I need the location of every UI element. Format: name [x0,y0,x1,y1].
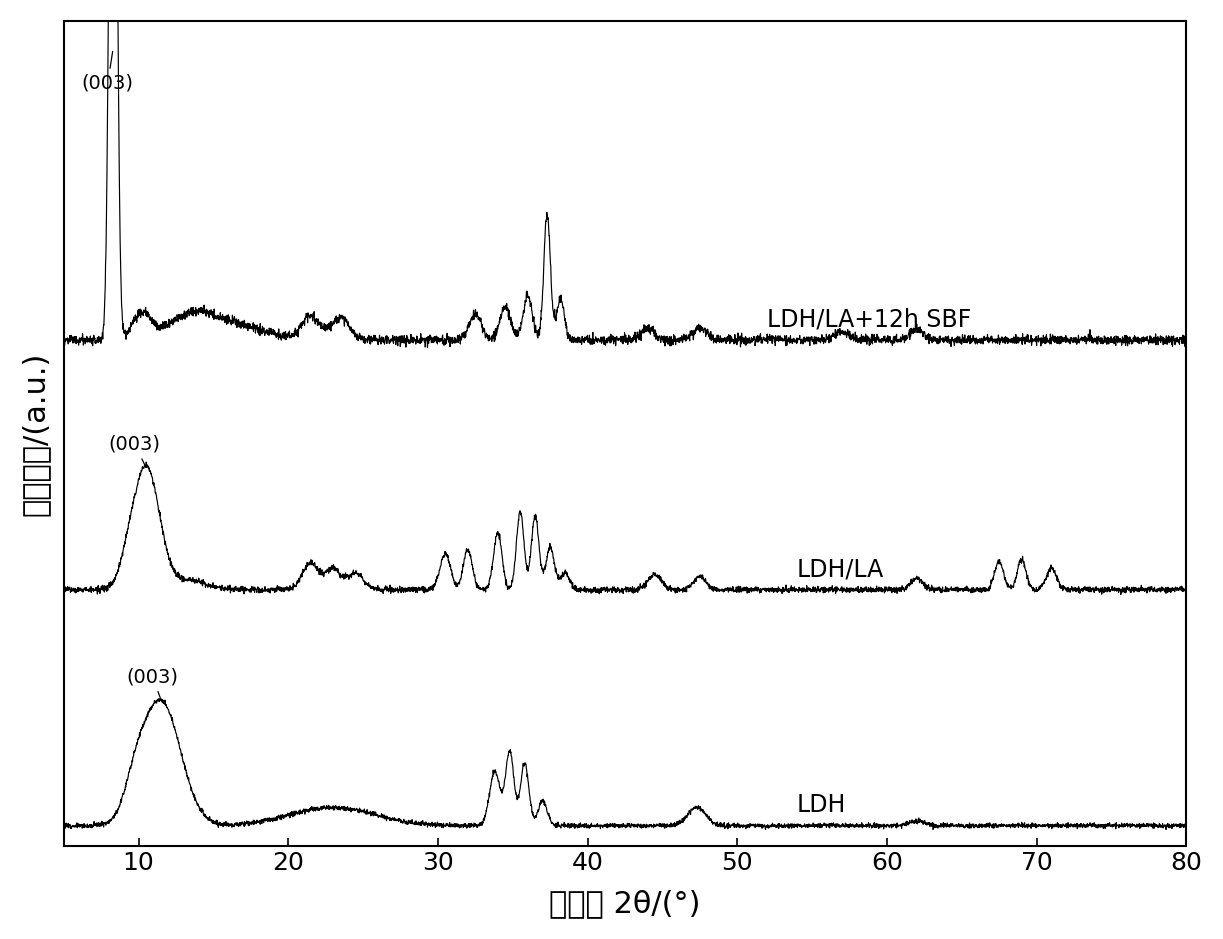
Text: (003): (003) [127,667,179,698]
Y-axis label: 衍射强度/(a.u.): 衍射强度/(a.u.) [21,351,50,516]
Text: LDH: LDH [797,793,846,817]
Text: (003): (003) [109,435,160,465]
Text: LDH/LA+12h SBF: LDH/LA+12h SBF [767,308,971,331]
X-axis label: 衍射角 2θ/(°): 衍射角 2θ/(°) [549,889,701,918]
Text: (003): (003) [82,52,133,93]
Text: LDH/LA: LDH/LA [797,558,884,581]
